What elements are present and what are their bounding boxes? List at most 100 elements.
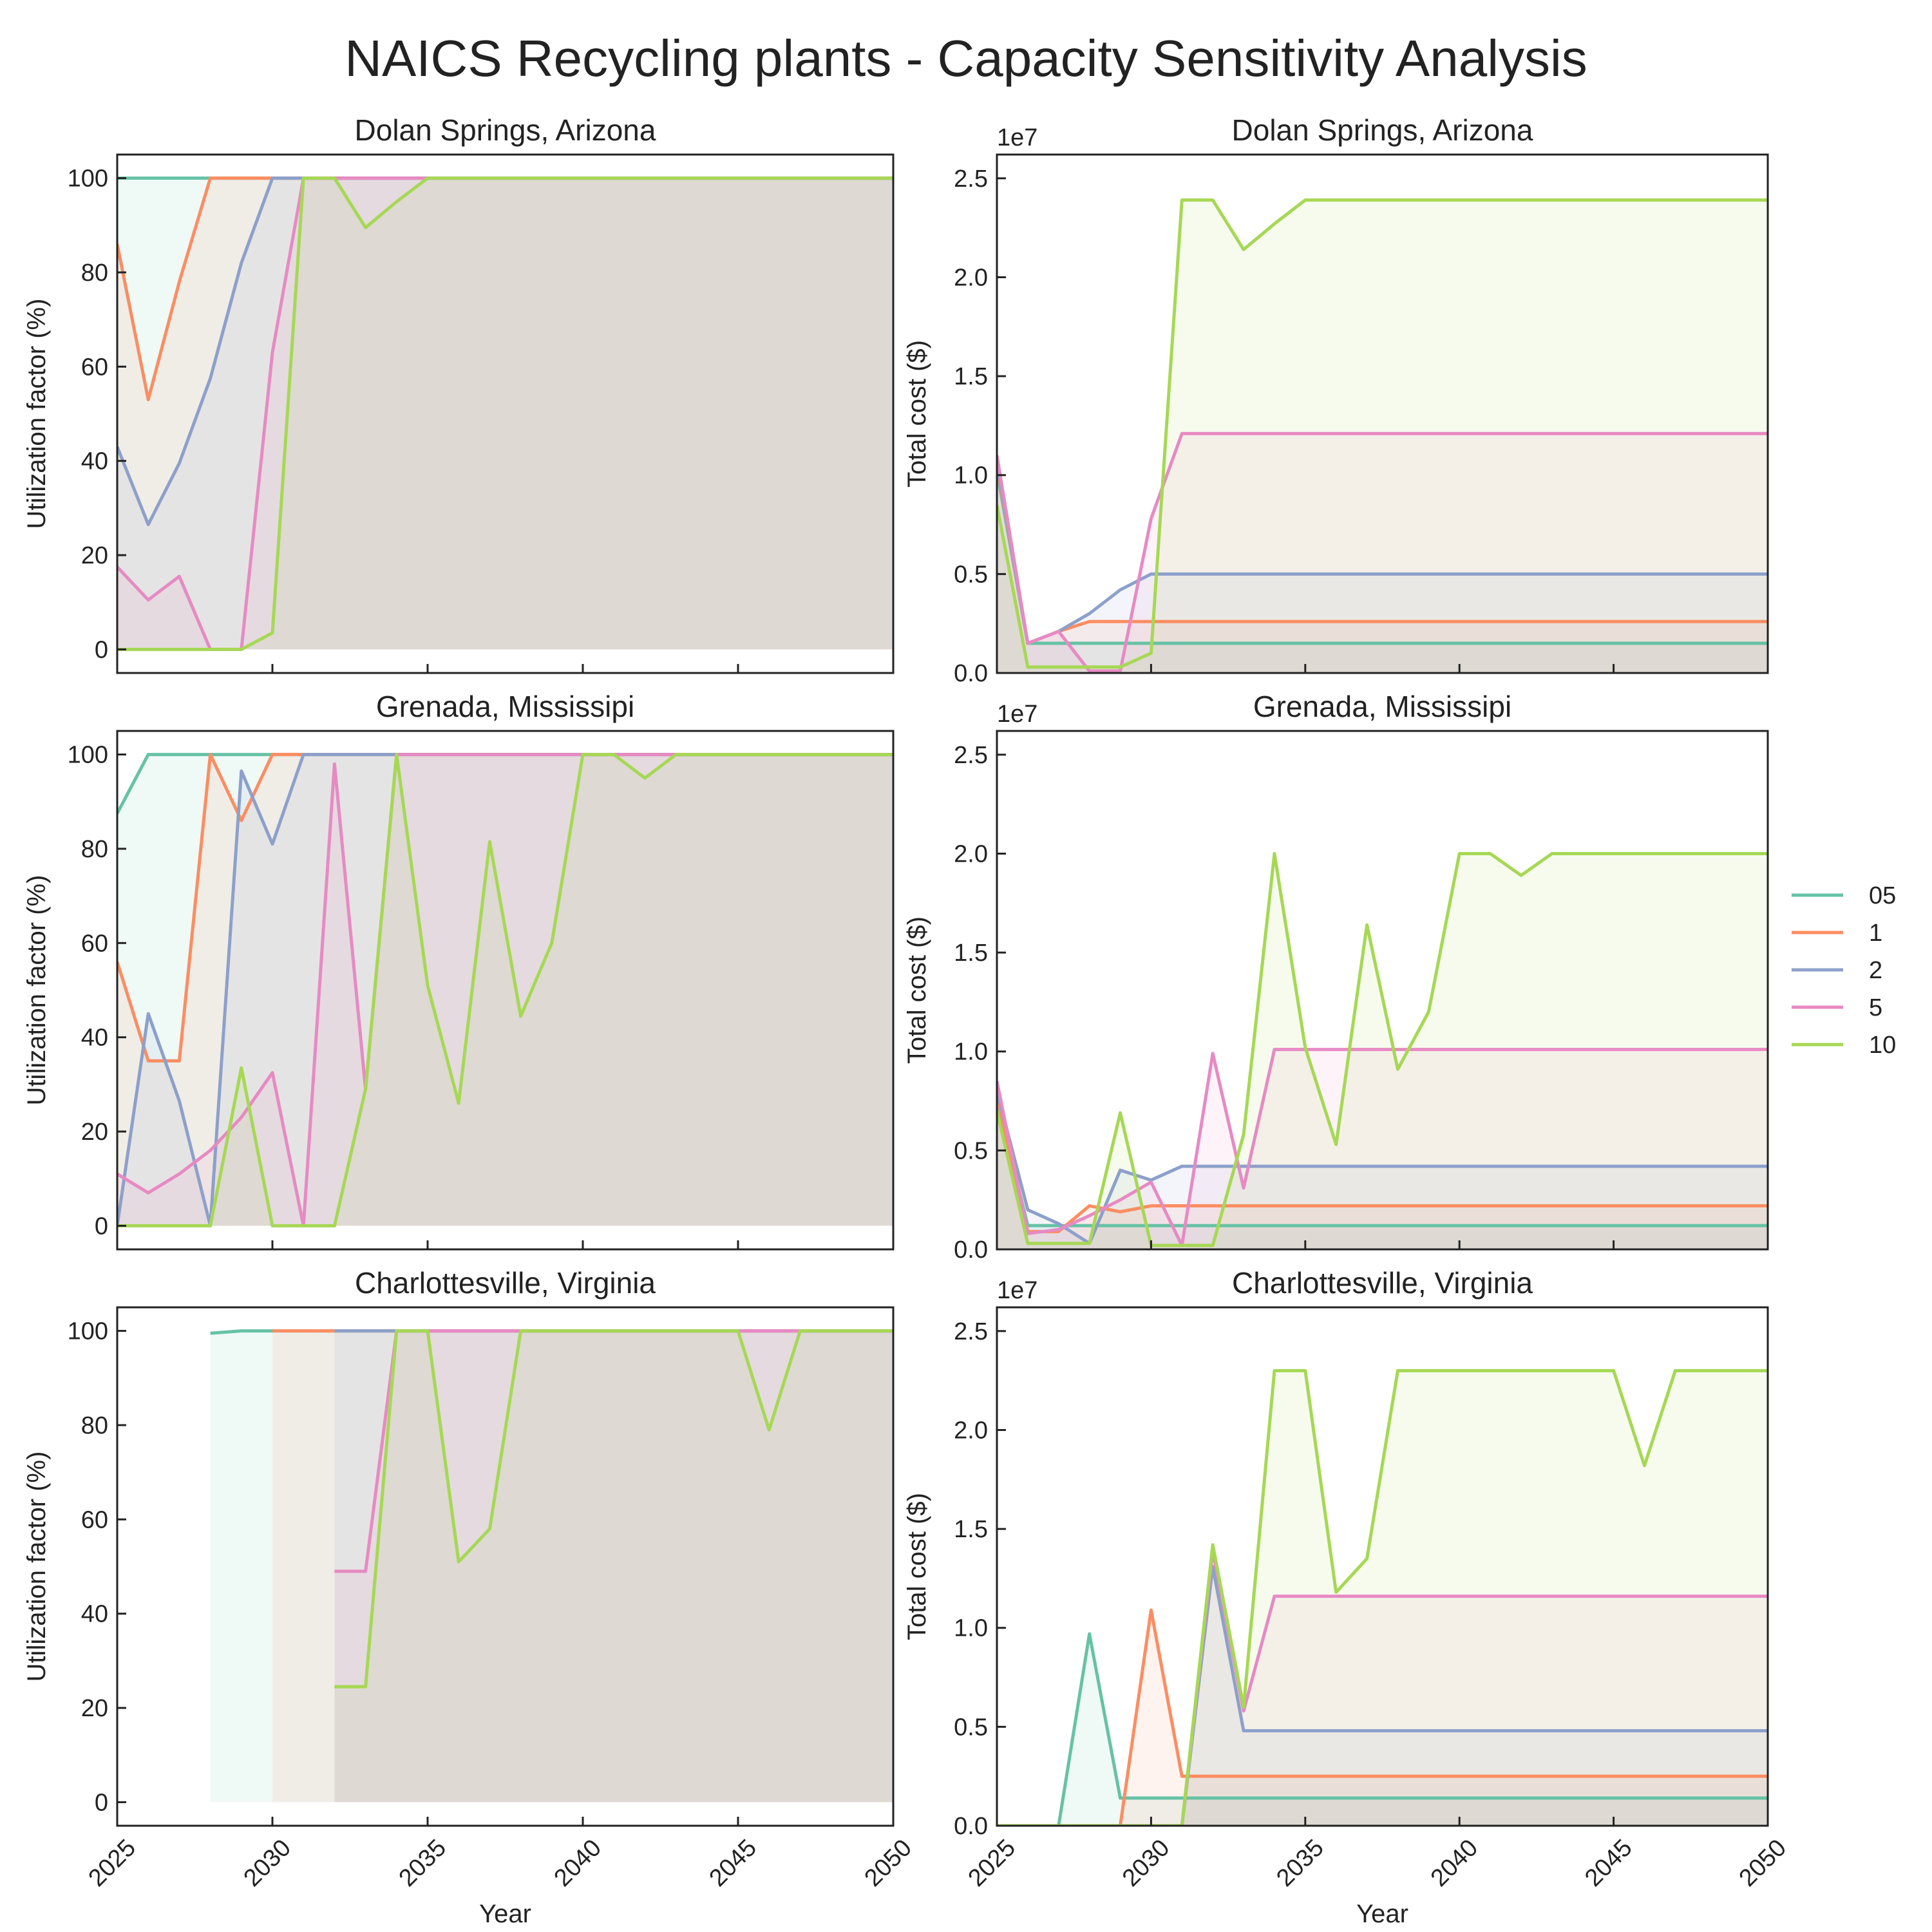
series-line-10 <box>334 1329 893 1689</box>
area-fill-series-5 <box>334 1331 893 1803</box>
y-tick-label: 80 <box>81 836 108 863</box>
series-lines <box>997 198 1768 673</box>
x-tick-label: 2050 <box>1734 1834 1792 1891</box>
y-axis-label: Total cost ($) <box>903 916 931 1064</box>
y-tick-label: 0 <box>95 636 108 663</box>
area-fill-series-10 <box>997 853 1768 1249</box>
axes-frame <box>116 1306 895 1827</box>
series-lines <box>210 1329 893 1689</box>
y-tick-label: 100 <box>68 742 108 769</box>
legend-label: 2 <box>1869 957 1882 984</box>
y-tick-label: 80 <box>81 1412 108 1439</box>
area-fills <box>117 178 893 650</box>
y-tick-label: 2.0 <box>954 264 988 291</box>
y-offset-text: 1e7 <box>997 1277 1037 1304</box>
legend-item-10: 10 <box>1792 1032 1896 1059</box>
series-line-1 <box>997 1608 1768 1826</box>
x-tick-label: 2035 <box>394 1834 451 1891</box>
x-tick-label: 2040 <box>1426 1834 1483 1891</box>
area-fill-series-10 <box>997 1370 1768 1826</box>
panel-3: 0 20 40 60 80 100 Grenada, Mississipi Utilizati… <box>23 690 895 1251</box>
series-line-5 <box>997 1048 1768 1247</box>
panel-5: 2025 2030 2035 2040 2045 2050020406080100Char… <box>23 1266 917 1928</box>
panel-title: Grenada, Mississipi <box>1253 690 1511 723</box>
y-tick-label: 80 <box>81 260 108 287</box>
legend: 05 1 2 5 10 <box>1792 882 1896 1059</box>
x-axis-label: Year <box>1356 1900 1408 1928</box>
panel-title: Dolan Springs, Arizona <box>1232 113 1533 147</box>
legend-item-05: 05 <box>1792 882 1896 909</box>
area-fill-series-1 <box>997 1095 1768 1249</box>
area-fill-series-1 <box>272 1331 893 1803</box>
series-lines <box>997 1368 1768 1826</box>
series-lines <box>117 753 893 1227</box>
area-fill-series-5 <box>997 1550 1768 1826</box>
x-tick-label: 2035 <box>1271 1834 1329 1891</box>
y-tick-label: 2.0 <box>954 1417 988 1444</box>
y-tick-label: 1.0 <box>954 1615 988 1642</box>
x-tick-label: 2025 <box>963 1834 1021 1891</box>
legend-label: 10 <box>1869 1032 1896 1059</box>
series-line-2 <box>997 1565 1768 1826</box>
y-tick-label: 1.5 <box>954 1516 988 1543</box>
x-axis-label: Year <box>479 1900 531 1928</box>
area-fill-series-1 <box>117 178 893 650</box>
y-tick-label: 1.0 <box>954 462 988 489</box>
area-fills <box>997 200 1768 673</box>
series-line-2 <box>117 753 893 1227</box>
series-line-10 <box>997 1368 1768 1826</box>
y-tick-label: 40 <box>81 448 108 475</box>
y-offset-text: 1e7 <box>997 701 1037 728</box>
y-tick-label: 100 <box>68 166 108 193</box>
y-tick-label: 0.5 <box>954 1714 988 1741</box>
y-tick-label: 0 <box>95 1213 108 1240</box>
y-tick-label: 40 <box>81 1025 108 1052</box>
series-line-5 <box>997 431 1768 673</box>
x-tick-label: 2025 <box>84 1834 141 1891</box>
y-axis-label: Total cost ($) <box>903 340 931 488</box>
y-tick-label: 2.0 <box>954 840 988 867</box>
area-fill-series-10 <box>117 178 893 650</box>
panel-1: 0 20 40 60 80 100 Dolan Springs, Arizona Utiliz… <box>23 113 895 674</box>
y-tick-label: 0.0 <box>954 1813 988 1840</box>
series-line-10 <box>997 198 1768 669</box>
x-tick-label: 2030 <box>1117 1834 1175 1891</box>
legend-label: 5 <box>1869 994 1882 1021</box>
series-line-1 <box>117 753 893 1063</box>
y-tick-label: 20 <box>81 1695 108 1722</box>
legend-item-1: 1 <box>1792 920 1882 947</box>
panel-6: 2025 2030 2035 2040 2045 2050 0.0 0.5 1.0 1.5 2.0 2… <box>903 1266 1792 1928</box>
y-tick-label: 2.5 <box>954 1318 988 1345</box>
area-fill-series-10 <box>334 1331 893 1803</box>
y-tick-label: 2.5 <box>954 166 988 193</box>
y-tick-label: 60 <box>81 354 108 381</box>
axes-frame <box>996 153 1769 674</box>
series-line-2 <box>117 176 893 526</box>
y-tick-label: 60 <box>81 1506 108 1533</box>
area-fill-series-5 <box>117 754 893 1226</box>
area-fills <box>997 1370 1768 1826</box>
series-line-05 <box>997 1632 1768 1826</box>
y-tick-label: 0.5 <box>954 561 988 588</box>
area-fill-series-05 <box>117 178 893 650</box>
area-fill-series-05 <box>997 1633 1768 1826</box>
area-fill-series-5 <box>117 178 893 650</box>
series-line-10 <box>117 753 893 1227</box>
axes-frame <box>116 153 895 674</box>
legend-item-5: 5 <box>1792 994 1882 1021</box>
area-fill-series-1 <box>997 1610 1768 1826</box>
panel-title: Dolan Springs, Arizona <box>355 113 656 147</box>
y-tick-label: 60 <box>81 930 108 957</box>
y-tick-label: 1.0 <box>954 1039 988 1066</box>
y-tick-label: 0.0 <box>954 660 988 687</box>
x-tick-label: 2045 <box>1580 1834 1637 1891</box>
axes-frame <box>996 1306 1769 1827</box>
x-tick-label: 2030 <box>239 1834 296 1891</box>
y-tick-label: 20 <box>81 1119 108 1146</box>
y-tick-label: 1.5 <box>954 940 988 967</box>
panel-title: Grenada, Mississipi <box>376 690 634 723</box>
y-tick-label: 2.5 <box>954 742 988 769</box>
area-fill-series-2 <box>997 1091 1768 1249</box>
